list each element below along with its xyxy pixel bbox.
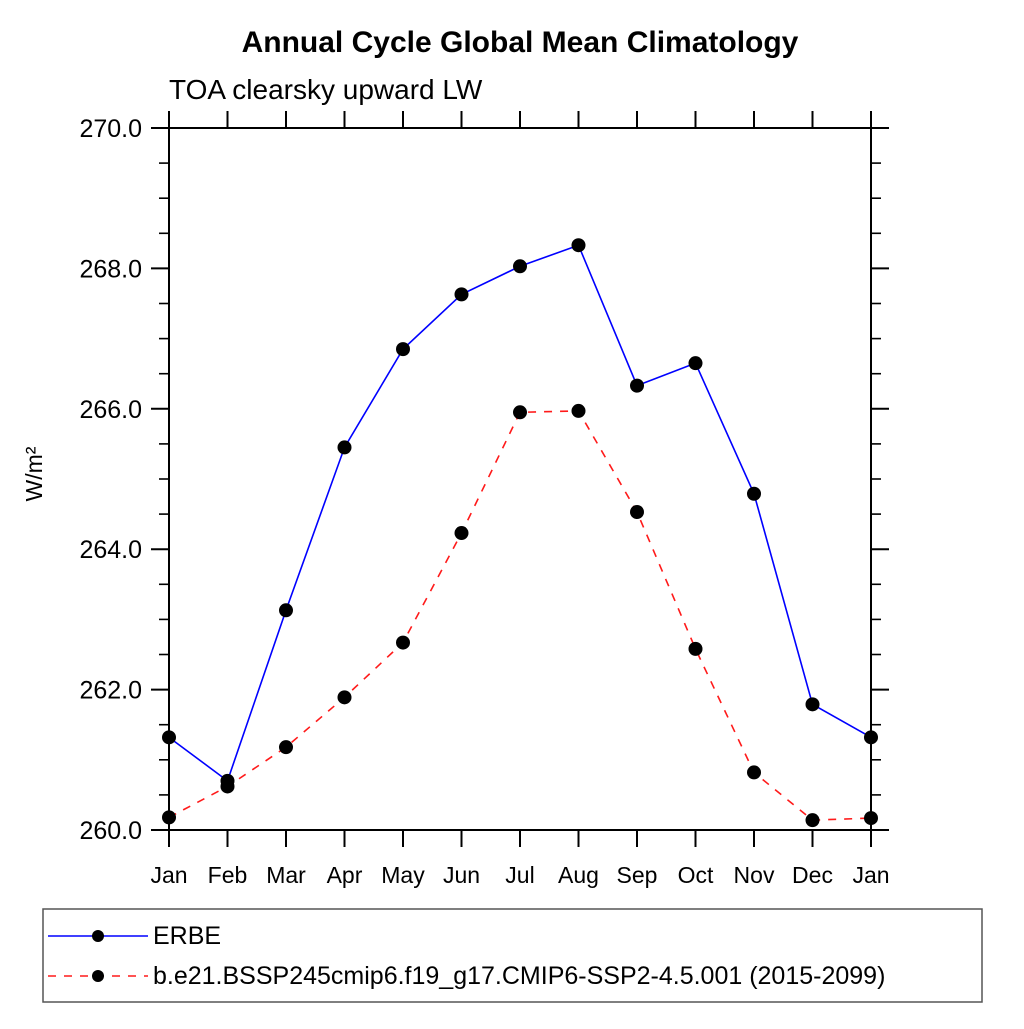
data-point-1-nov xyxy=(747,765,761,780)
data-point-0-aug xyxy=(571,238,586,253)
x-tick-label: Aug xyxy=(558,862,599,888)
x-tick-label: Dec xyxy=(792,862,833,888)
axes: Jan Feb Mar Apr May Jun Jul Aug Sep Oct Nov Dec Jan 2… xyxy=(79,111,890,888)
y-tick-label: 268.0 xyxy=(79,255,142,283)
data-point-1-oct xyxy=(688,641,703,656)
data-point-0-nov xyxy=(747,486,761,501)
data-point-0-dec xyxy=(805,697,820,712)
x-tick-label: Nov xyxy=(734,862,775,888)
data-point-0-oct xyxy=(688,356,703,371)
data-point-1-jan xyxy=(864,811,878,826)
legend: ERBE b.e21.BSSP245cmip6.f19_g17.CMIP6-SS… xyxy=(42,908,983,1003)
data-point-0-jan xyxy=(864,730,878,745)
data-point-1-jan xyxy=(162,810,176,825)
x-tick-label: Jan xyxy=(852,862,889,888)
x-tick-label: Sep xyxy=(617,862,658,888)
data-point-0-jul xyxy=(513,259,527,274)
data-point-1-aug xyxy=(571,403,586,418)
y-tick-label: 266.0 xyxy=(79,396,142,424)
legend-label-erbe: ERBE xyxy=(153,922,221,950)
data-point-1-dec xyxy=(805,813,820,828)
x-tick-label: Apr xyxy=(327,862,363,888)
x-tick-label: Feb xyxy=(208,862,248,888)
legend-box xyxy=(42,908,983,1003)
legend-label-model: b.e21.BSSP245cmip6.f19_g17.CMIP6-SSP2-4.… xyxy=(153,962,885,990)
data-point-0-sep xyxy=(630,378,644,393)
data-point-0-may xyxy=(396,342,410,357)
data-point-0-apr xyxy=(337,440,352,455)
legend-marker-erbe xyxy=(92,930,104,942)
data-point-1-sep xyxy=(630,504,644,519)
y-axis-label: W/m² xyxy=(21,446,47,501)
x-tick-label: Oct xyxy=(678,862,714,888)
series-group xyxy=(162,238,878,828)
y-tick-label: 264.0 xyxy=(79,536,142,564)
y-tick-label: 260.0 xyxy=(79,817,142,845)
x-tick-label: May xyxy=(381,862,425,888)
x-tick-label: Jan xyxy=(150,862,187,888)
data-point-1-apr xyxy=(337,690,352,705)
data-point-0-jun xyxy=(454,287,469,302)
data-point-0-jan xyxy=(162,730,176,745)
y-tick-label: 270.0 xyxy=(79,115,142,143)
y-tick-label: 262.0 xyxy=(79,677,142,705)
data-point-1-jun xyxy=(454,526,469,541)
data-point-1-jul xyxy=(513,405,527,420)
x-tick-label: Jun xyxy=(443,862,480,888)
chart-title: Annual Cycle Global Mean Climatology xyxy=(242,26,799,59)
data-point-1-mar xyxy=(279,740,293,755)
data-point-1-may xyxy=(396,635,410,650)
x-tick-label: Mar xyxy=(266,862,306,888)
chart-subtitle: TOA clearsky upward LW xyxy=(169,74,483,105)
x-tick-label: Jul xyxy=(505,862,534,888)
data-point-1-feb xyxy=(220,779,235,794)
data-point-0-mar xyxy=(279,603,293,618)
legend-marker-model xyxy=(92,970,104,982)
